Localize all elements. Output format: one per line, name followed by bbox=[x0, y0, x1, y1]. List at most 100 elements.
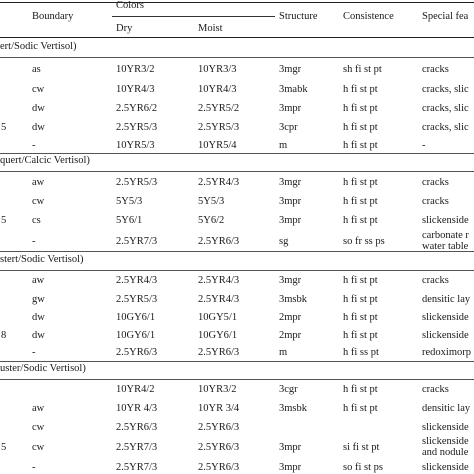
cell-moist: 2.5YR6/3 bbox=[198, 236, 240, 247]
cell-special: slickenside bbox=[422, 312, 469, 323]
cell-structure: 3mgr bbox=[279, 275, 302, 286]
cell-consistence: h fi st pt bbox=[343, 403, 378, 414]
cell-dry: 10YR4/3 bbox=[116, 84, 155, 95]
cell-moist: 5Y6/2 bbox=[198, 215, 225, 226]
header-structure: Structure bbox=[279, 11, 318, 22]
cell-structure: 3mpr bbox=[279, 462, 302, 473]
cell-dry: 2.5YR7/3 bbox=[116, 442, 158, 453]
cell-depth: 5 bbox=[1, 215, 7, 226]
cell-dry: 10YR3/2 bbox=[116, 64, 155, 75]
cell-consistence: h fi st pt bbox=[343, 196, 378, 207]
cell-consistence: h fi ss pt bbox=[343, 347, 379, 358]
cell-moist: 5Y5/3 bbox=[198, 196, 225, 207]
cell-structure: 3mpr bbox=[279, 442, 302, 453]
cell-special: cracks bbox=[422, 177, 449, 188]
cell-consistence: so fi st ps bbox=[343, 462, 383, 473]
cell-consistence: h fi st pt bbox=[343, 122, 378, 133]
cell-dry: 2.5YR6/3 bbox=[116, 422, 158, 433]
cell-dry: 2.5YR5/3 bbox=[116, 177, 158, 188]
cell-boundary: cw bbox=[32, 84, 45, 95]
cell-structure: 2mpr bbox=[279, 312, 302, 323]
cell-moist: 2.5YR6/3 bbox=[198, 442, 240, 453]
cell-consistence: h fi st pt bbox=[343, 384, 378, 395]
cell-boundary: aw bbox=[32, 275, 45, 286]
cell-boundary: aw bbox=[32, 403, 45, 414]
cell-dry: 2.5YR7/3 bbox=[116, 236, 158, 247]
cell-special: cracks, slic bbox=[422, 103, 469, 114]
cell-boundary: gw bbox=[32, 294, 45, 305]
cell-structure: 3mpr bbox=[279, 215, 302, 226]
cell-moist: 2.5YR4/3 bbox=[198, 275, 240, 286]
cell-special-line2: water table bbox=[422, 241, 469, 252]
cell-moist: 2.5YR5/2 bbox=[198, 103, 240, 114]
cell-structure: 3mgr bbox=[279, 177, 302, 188]
header-dry: Dry bbox=[116, 23, 133, 34]
cell-consistence: si fi st pt bbox=[343, 442, 380, 453]
header-moist: Moist bbox=[198, 23, 223, 34]
cell-structure: 3mgr bbox=[279, 64, 302, 75]
cell-special: cracks bbox=[422, 64, 449, 75]
cell-moist: 10YR3/3 bbox=[198, 64, 237, 75]
cell-moist: 10YR3/2 bbox=[198, 384, 237, 395]
section-rule bbox=[0, 379, 474, 380]
cell-consistence: so fr ss ps bbox=[343, 236, 385, 247]
cell-dry: 2.5YR5/3 bbox=[116, 294, 158, 305]
cell-special: densitic lay bbox=[422, 403, 471, 414]
cell-special: cracks, slic bbox=[422, 84, 469, 95]
cell-special: slickenside bbox=[422, 215, 469, 226]
cell-structure: 3mabk bbox=[279, 84, 308, 95]
section-title: stert/Sodic Vertisol) bbox=[0, 254, 84, 265]
cell-structure: 3msbk bbox=[279, 294, 308, 305]
cell-dry: 2.5YR5/3 bbox=[116, 122, 158, 133]
cell-boundary: dw bbox=[32, 103, 45, 114]
cell-boundary: aw bbox=[32, 177, 45, 188]
cell-special: cracks bbox=[422, 384, 449, 395]
cell-moist: 10YR5/4 bbox=[198, 140, 237, 151]
cell-boundary: - bbox=[32, 347, 36, 358]
cell-moist: 10GY6/1 bbox=[198, 330, 238, 341]
cell-structure: 3mpr bbox=[279, 103, 302, 114]
cell-boundary: cw bbox=[32, 196, 45, 207]
section-rule bbox=[0, 57, 474, 58]
cell-consistence: h fi st pt bbox=[343, 312, 378, 323]
section-title: ert/Sodic Vertisol) bbox=[0, 41, 77, 52]
cell-dry: 10YR5/3 bbox=[116, 140, 155, 151]
cell-consistence: h fi st pt bbox=[343, 84, 378, 95]
cell-dry: 10GY6/1 bbox=[116, 312, 156, 323]
cell-structure: 2mpr bbox=[279, 330, 302, 341]
cell-depth: 5 bbox=[1, 442, 7, 453]
cell-consistence: h fi st pt bbox=[343, 215, 378, 226]
cell-structure: sg bbox=[279, 236, 289, 247]
cell-dry: 10YR 4/3 bbox=[116, 403, 158, 414]
cell-moist: 2.5YR6/3 bbox=[198, 462, 240, 473]
cell-moist: 10YR 3/4 bbox=[198, 403, 240, 414]
cell-boundary: cw bbox=[32, 442, 45, 453]
cell-special: redoximorp bbox=[422, 347, 471, 358]
cell-moist: 2.5YR4/3 bbox=[198, 294, 240, 305]
cell-consistence: h fi st pt bbox=[343, 330, 378, 341]
cell-boundary: dw bbox=[32, 330, 45, 341]
header-bottom-rule bbox=[0, 37, 474, 38]
cell-consistence: h fi st pt bbox=[343, 275, 378, 286]
cell-dry: 10YR4/2 bbox=[116, 384, 155, 395]
cell-dry: 10GY6/1 bbox=[116, 330, 156, 341]
cell-moist: 10GY5/1 bbox=[198, 312, 238, 323]
section-title: uster/Sodic Vertisol) bbox=[0, 363, 86, 374]
cell-structure: m bbox=[279, 140, 288, 151]
section-rule bbox=[0, 270, 474, 271]
cell-dry: 2.5YR7/3 bbox=[116, 462, 158, 473]
cell-special: cracks bbox=[422, 275, 449, 286]
cell-boundary: - bbox=[32, 236, 36, 247]
cell-boundary: cw bbox=[32, 422, 45, 433]
cell-moist: 2.5YR5/3 bbox=[198, 122, 240, 133]
cell-structure: m bbox=[279, 347, 288, 358]
cell-depth: 8 bbox=[1, 330, 7, 341]
cell-boundary: dw bbox=[32, 312, 45, 323]
cell-boundary: cs bbox=[32, 215, 41, 226]
cell-boundary: as bbox=[32, 64, 41, 75]
cell-moist: 10YR4/3 bbox=[198, 84, 237, 95]
cell-structure: 3cgr bbox=[279, 384, 298, 395]
cell-structure: 3mpr bbox=[279, 196, 302, 207]
cell-dry: 2.5YR4/3 bbox=[116, 275, 158, 286]
